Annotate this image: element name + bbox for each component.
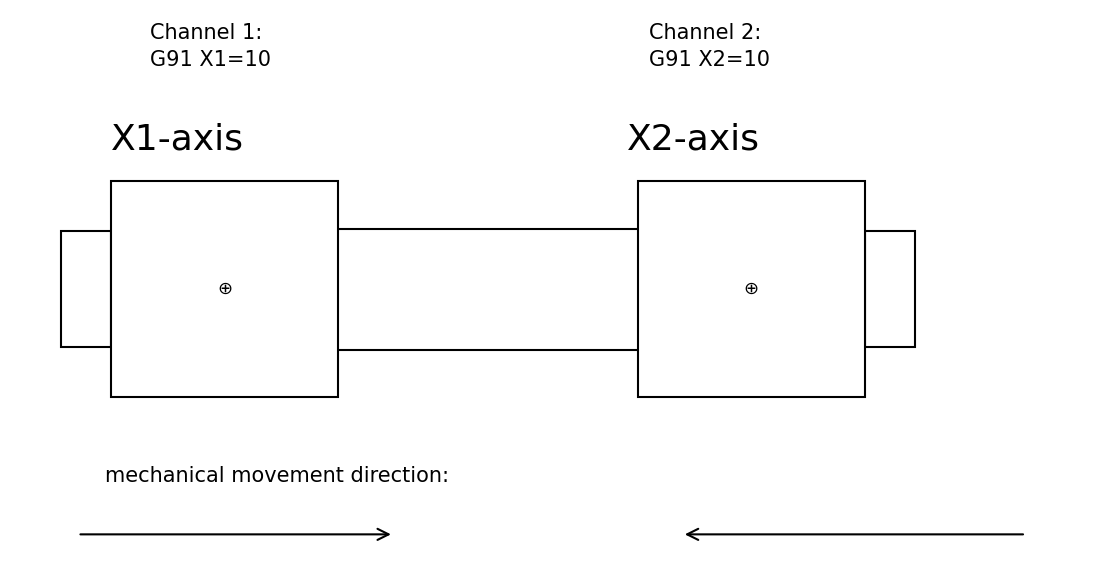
Text: X1-axis: X1-axis — [111, 123, 244, 157]
Bar — [638, 181, 865, 397]
Bar — [111, 181, 338, 397]
Text: Channel 1:
G91 X1=10: Channel 1: G91 X1=10 — [150, 23, 271, 69]
Text: mechanical movement direction:: mechanical movement direction: — [105, 466, 449, 486]
Text: ⊕: ⊕ — [217, 280, 232, 298]
Bar — [865, 231, 915, 347]
Text: ⊕: ⊕ — [744, 280, 759, 298]
Text: Channel 2:
G91 X2=10: Channel 2: G91 X2=10 — [649, 23, 770, 69]
Text: X2-axis: X2-axis — [627, 123, 760, 157]
Bar — [61, 231, 111, 347]
